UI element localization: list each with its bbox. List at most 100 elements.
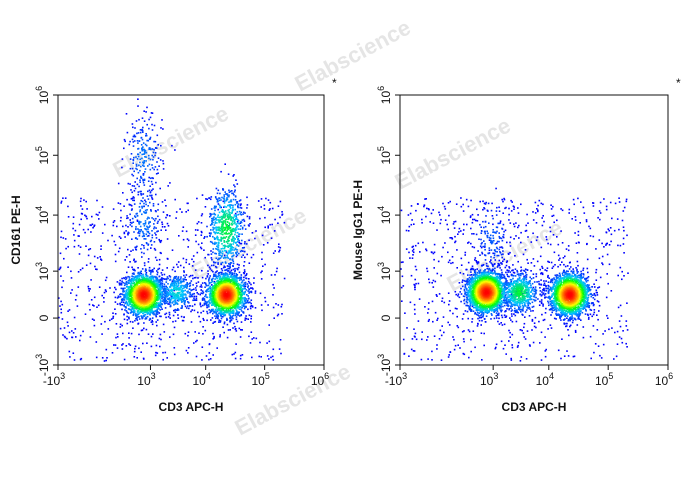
event-dot bbox=[140, 315, 142, 317]
event-dot bbox=[211, 284, 213, 286]
event-dot bbox=[173, 283, 176, 285]
event-dot bbox=[154, 292, 156, 295]
event-dot bbox=[115, 323, 118, 325]
event-dot bbox=[228, 245, 230, 248]
event-dot bbox=[218, 221, 221, 224]
event-dot bbox=[174, 277, 176, 280]
event-dot bbox=[219, 305, 221, 308]
event-dot bbox=[217, 236, 219, 239]
event-dot bbox=[131, 272, 134, 275]
event-dot bbox=[150, 239, 153, 242]
event-dot bbox=[224, 227, 227, 230]
event-dot bbox=[114, 296, 117, 299]
event-dot bbox=[148, 319, 151, 321]
event-dot bbox=[169, 292, 172, 294]
event-dot bbox=[247, 301, 250, 304]
event-dot bbox=[222, 233, 224, 236]
event-dot bbox=[237, 222, 239, 224]
event-dot bbox=[131, 308, 134, 310]
event-dot bbox=[193, 288, 195, 291]
event-dot bbox=[229, 316, 232, 319]
event-dot bbox=[135, 312, 137, 315]
event-dot bbox=[279, 216, 281, 219]
event-dot bbox=[218, 229, 220, 232]
event-dot bbox=[211, 288, 213, 291]
event-dot bbox=[277, 246, 280, 248]
event-dot bbox=[94, 265, 96, 268]
event-dot bbox=[142, 273, 144, 276]
event-dot bbox=[136, 280, 138, 283]
event-dot bbox=[221, 271, 223, 274]
event-dot bbox=[224, 274, 227, 276]
event-dot bbox=[226, 226, 228, 229]
event-dot bbox=[237, 266, 240, 269]
event-dot bbox=[273, 287, 275, 289]
event-dot bbox=[72, 222, 75, 225]
event-dot bbox=[230, 317, 232, 320]
event-dot bbox=[235, 308, 237, 310]
event-dot bbox=[199, 293, 202, 296]
event-dot bbox=[200, 284, 203, 286]
event-dot bbox=[163, 283, 166, 286]
event-dot bbox=[194, 276, 197, 279]
event-dot bbox=[169, 304, 172, 306]
event-dot bbox=[149, 309, 152, 312]
event-dot bbox=[143, 153, 145, 155]
event-dot bbox=[188, 263, 191, 265]
event-dot bbox=[218, 211, 221, 214]
event-dot bbox=[190, 280, 193, 282]
event-dot bbox=[143, 212, 146, 214]
event-dot bbox=[250, 317, 252, 320]
event-dot bbox=[226, 221, 229, 223]
event-dot bbox=[244, 300, 246, 302]
event-dot bbox=[209, 198, 212, 201]
event-dot bbox=[243, 220, 246, 222]
event-dot bbox=[222, 244, 225, 247]
event-dot bbox=[238, 233, 240, 235]
event-dot bbox=[229, 229, 232, 231]
event-dot bbox=[254, 307, 257, 309]
event-dot bbox=[244, 212, 246, 214]
watermark-2: Elabscience bbox=[109, 101, 233, 183]
event-dot bbox=[212, 332, 214, 335]
event-dot bbox=[124, 236, 126, 238]
event-dot bbox=[210, 310, 213, 313]
event-dot bbox=[126, 286, 128, 288]
event-dot bbox=[217, 189, 220, 192]
event-dot bbox=[114, 286, 116, 289]
event-dot bbox=[254, 237, 256, 240]
event-dot bbox=[229, 262, 232, 264]
event-dot bbox=[176, 285, 178, 287]
event-dot bbox=[217, 307, 220, 309]
event-dot bbox=[201, 290, 204, 292]
event-dot bbox=[279, 200, 282, 203]
event-dot bbox=[93, 305, 95, 307]
event-dot bbox=[235, 309, 238, 312]
event-dot bbox=[161, 284, 163, 286]
event-dot bbox=[247, 308, 249, 311]
event-dot bbox=[133, 294, 135, 297]
event-dot bbox=[216, 313, 219, 316]
event-dot bbox=[190, 294, 193, 297]
event-dot bbox=[138, 185, 140, 188]
event-dot bbox=[167, 225, 170, 227]
event-dot bbox=[130, 294, 133, 296]
event-dot bbox=[137, 105, 139, 107]
event-dot bbox=[219, 216, 221, 219]
event-dot bbox=[248, 262, 251, 264]
event-dot bbox=[136, 215, 139, 217]
event-dot bbox=[158, 165, 160, 167]
event-dot bbox=[182, 287, 185, 289]
event-dot bbox=[160, 294, 163, 296]
event-dot bbox=[104, 320, 106, 323]
event-dot bbox=[118, 282, 121, 284]
event-dot bbox=[85, 245, 87, 247]
watermark-3: Elabscience bbox=[187, 203, 311, 285]
event-dot bbox=[255, 337, 258, 340]
event-dot bbox=[136, 313, 139, 316]
event-dot bbox=[249, 305, 252, 308]
event-dot bbox=[130, 297, 132, 300]
event-dot bbox=[129, 204, 132, 206]
event-dot bbox=[227, 242, 229, 245]
